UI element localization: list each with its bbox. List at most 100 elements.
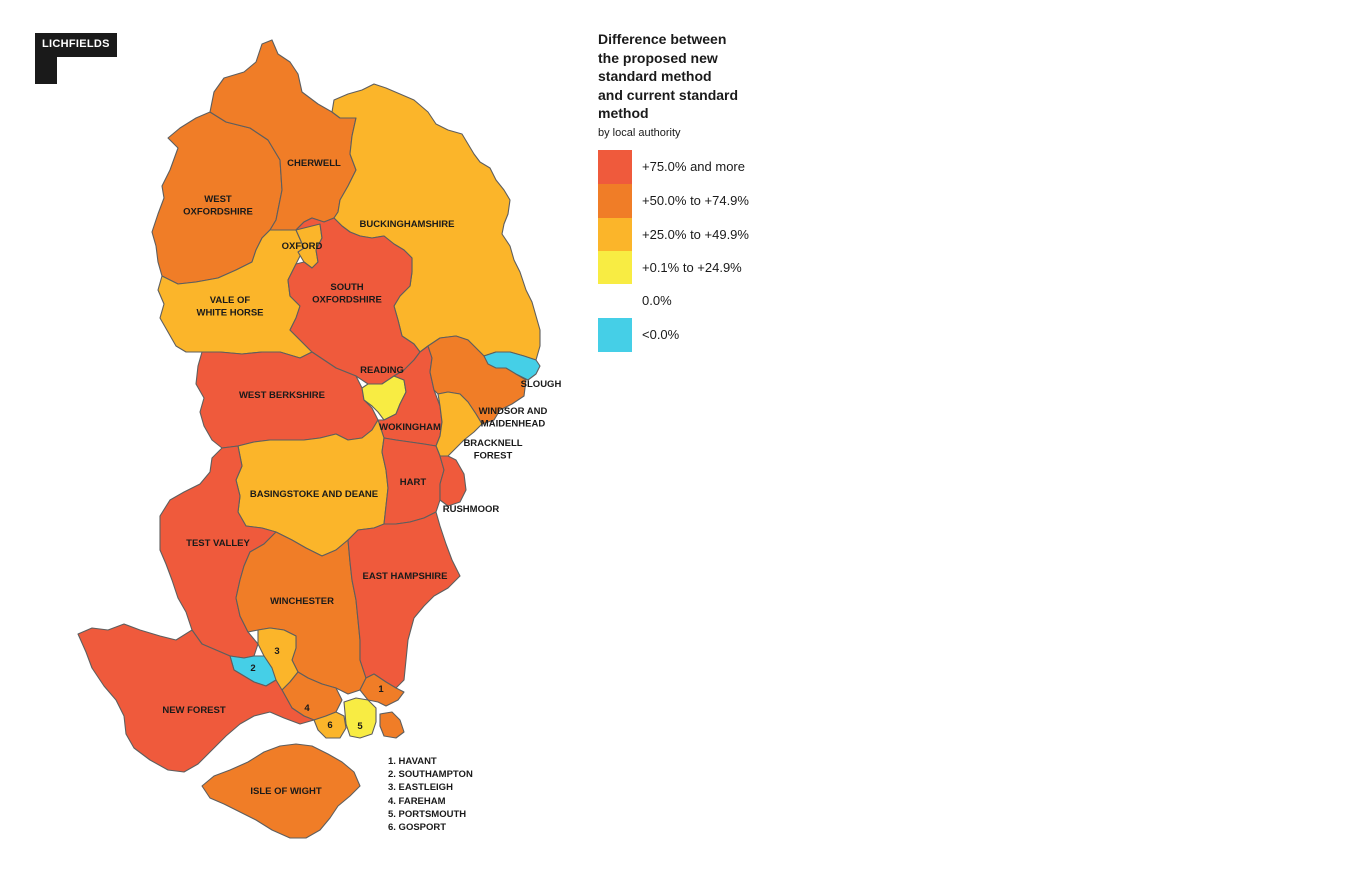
region-label-line: BRACKNELL [463,438,522,449]
legend-item: +25.0% to +49.9% [598,218,818,252]
key-item: 6. GOSPORT [388,822,447,834]
region-label-line: OXFORD [282,241,323,252]
region-label-line: SOUTH [330,282,363,293]
region-label-east-hampshire: EAST HAMPSHIRE [363,571,448,582]
legend-label: +0.1% to +24.9% [642,260,742,275]
region-label-new-forest: NEW FOREST [162,705,226,716]
region-label-wokingham: WOKINGHAM [379,422,441,433]
region-label-slough: SLOUGH [521,379,562,390]
key-item: 2. SOUTHAMPTON [388,769,473,781]
region-label-isle-of-wight: ISLE OF WIGHT [250,786,321,797]
region-layer [77,39,541,839]
region-label-basingstoke-and-deane: BASINGSTOKE AND DEANE [250,489,378,500]
region-label-line: VALE OF [210,295,251,306]
legend-label: 0.0% [642,293,672,308]
region-havant[interactable] [359,673,405,707]
legend-item: +50.0% to +74.9% [598,184,818,218]
legend-subtitle: by local authority [598,126,681,139]
region-bracknell-forest[interactable] [435,391,483,457]
legend-swatch [598,184,632,218]
numbered-key: 1. HAVANT 2. SOUTHAMPTON 3. EASTLEIGH 4.… [388,755,473,834]
region-east-hampshire[interactable] [347,511,461,689]
legend-item: <0.0% [598,318,818,352]
logo-text: LICHFIELDS [42,38,110,50]
region-label-line: OXFORDSHIRE [183,207,253,218]
region-label-line: 5 [357,721,363,732]
region-label-hart: HART [400,477,427,488]
region-portsmouth[interactable] [343,697,377,739]
region-label-line: WINCHESTER [270,596,334,607]
legend-swatch [598,284,632,318]
legend-item: 0.0% [598,284,818,318]
region-label-line: RUSHMOOR [443,504,500,515]
region-label-line: WINDSOR AND [479,406,548,417]
region-label-test-valley: TEST VALLEY [186,538,250,549]
region-label-portsmouth: 5 [357,721,363,732]
key-item: 5. PORTSMOUTH [388,808,467,820]
region-label-bracknell-forest: BRACKNELL FOREST [463,438,522,462]
region-gosport[interactable] [313,711,347,739]
legend-item: +0.1% to +24.9% [598,251,818,285]
region-label-line: 4 [304,703,310,714]
region-label-line: 2 [250,663,255,674]
region-label-line: READING [360,365,404,376]
region-label-line: MAIDENHEAD [481,419,546,430]
region-label-line: BUCKINGHAMSHIRE [360,219,455,230]
logo-bar [35,33,117,57]
region-label-fareham: 4 [304,703,310,714]
region-label-line: HART [400,477,427,488]
region-havant-island[interactable] [379,711,405,739]
region-slough[interactable] [483,351,541,381]
label-layer: CHERWELL WEST OXFORDSHIRE OXFORD BUCKINGHAMS… [162,158,561,797]
region-label-line: NEW FOREST [162,705,226,716]
legend: Difference between the proposed new stan… [598,30,818,352]
region-label-buckinghamshire: BUCKINGHAMSHIRE [360,219,455,230]
region-isle-of-wight[interactable] [201,743,361,839]
region-label-line: 1 [378,684,384,695]
region-label-line: OXFORDSHIRE [312,295,382,306]
region-label-havant: 1 [378,684,384,695]
legend-swatch [598,218,632,252]
region-label-line: FOREST [474,451,513,462]
logo-stem [35,57,57,84]
region-label-line: 3 [274,646,279,657]
region-rushmoor[interactable] [439,455,467,507]
region-label-gosport: 6 [327,720,332,731]
legend-title: Difference between the proposed new stan… [598,31,739,121]
key-item: 1. HAVANT [388,756,437,767]
region-label-west-berkshire: WEST BERKSHIRE [239,390,325,401]
region-label-southampton: 2 [250,663,255,674]
region-label-line: SLOUGH [521,379,562,390]
region-label-line: ISLE OF WIGHT [250,786,321,797]
region-label-west-oxfordshire: WEST OXFORDSHIRE [183,194,253,218]
legend-label: +50.0% to +74.9% [642,193,749,208]
legend-swatch [598,318,632,352]
region-label-line: TEST VALLEY [186,538,250,549]
region-label-south-oxfordshire: SOUTH OXFORDSHIRE [312,282,382,306]
region-label-line: BASINGSTOKE AND DEANE [250,489,378,500]
region-test-valley[interactable] [159,445,277,659]
legend-label: <0.0% [642,327,680,342]
legend-label: +25.0% to +49.9% [642,227,749,242]
region-label-eastleigh: 3 [274,646,279,657]
lichfields-logo: LICHFIELDS [35,33,117,84]
region-label-line: WOKINGHAM [379,422,441,433]
key-item: 3. EASTLEIGH [388,782,453,794]
region-label-rushmoor: RUSHMOOR [443,504,500,515]
region-label-line: CHERWELL [287,158,341,169]
region-label-winchester: WINCHESTER [270,596,334,607]
region-label-windsor-and-maidenhead: WINDSOR AND MAIDENHEAD [479,406,548,430]
region-label-oxford: OXFORD [282,241,323,252]
legend-label: +75.0% and more [642,159,745,174]
region-label-line: WEST BERKSHIRE [239,390,325,401]
key-item: 4. FAREHAM [388,795,446,807]
region-label-line: WHITE HORSE [196,308,263,319]
region-label-reading: READING [360,365,404,376]
region-label-line: WEST [204,194,232,205]
region-new-forest[interactable] [77,623,315,773]
legend-swatch [598,150,632,184]
region-label-vale-of-white-horse: VALE OF WHITE HORSE [196,295,263,319]
region-label-line: EAST HAMPSHIRE [363,571,448,582]
region-label-line: 6 [327,720,332,731]
